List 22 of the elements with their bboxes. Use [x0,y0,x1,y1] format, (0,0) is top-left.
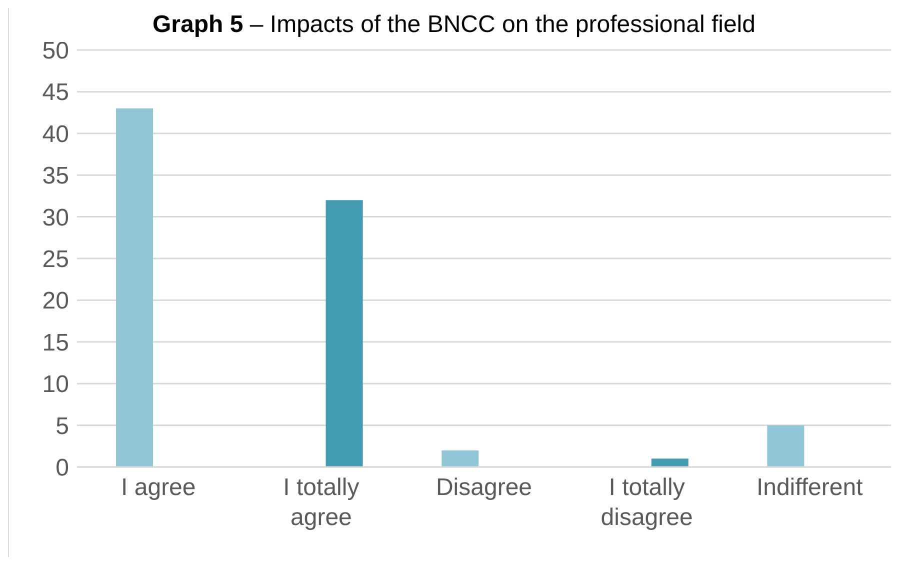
y-tick-label: 30 [42,204,69,232]
y-tick-label: 5 [56,412,69,440]
y-tick-label: 20 [42,288,69,315]
y-tick-label: 0 [56,454,69,482]
y-tick-label: 40 [42,120,69,148]
y-tick-label: 25 [42,246,69,274]
x-tick-label: I agree [121,474,196,501]
y-tick-label: 15 [42,329,69,356]
y-tick-label: 35 [42,162,69,190]
y-tick-label: 10 [42,371,69,398]
y-tick-label: 50 [42,38,69,65]
bar [651,458,688,467]
bar [116,108,153,467]
bar [442,450,479,467]
bar [326,200,363,467]
chart-title: Graph 5 – Impacts of the BNCC on the professional field [152,11,756,38]
x-tick-label: I totally disagree [600,474,693,531]
x-tick-label: I totally agree [283,474,360,531]
y-tick-label: 45 [42,79,69,106]
bar [767,425,804,467]
x-tick-label: Disagree [436,474,532,501]
x-tick-label: Indifferent [756,474,864,501]
